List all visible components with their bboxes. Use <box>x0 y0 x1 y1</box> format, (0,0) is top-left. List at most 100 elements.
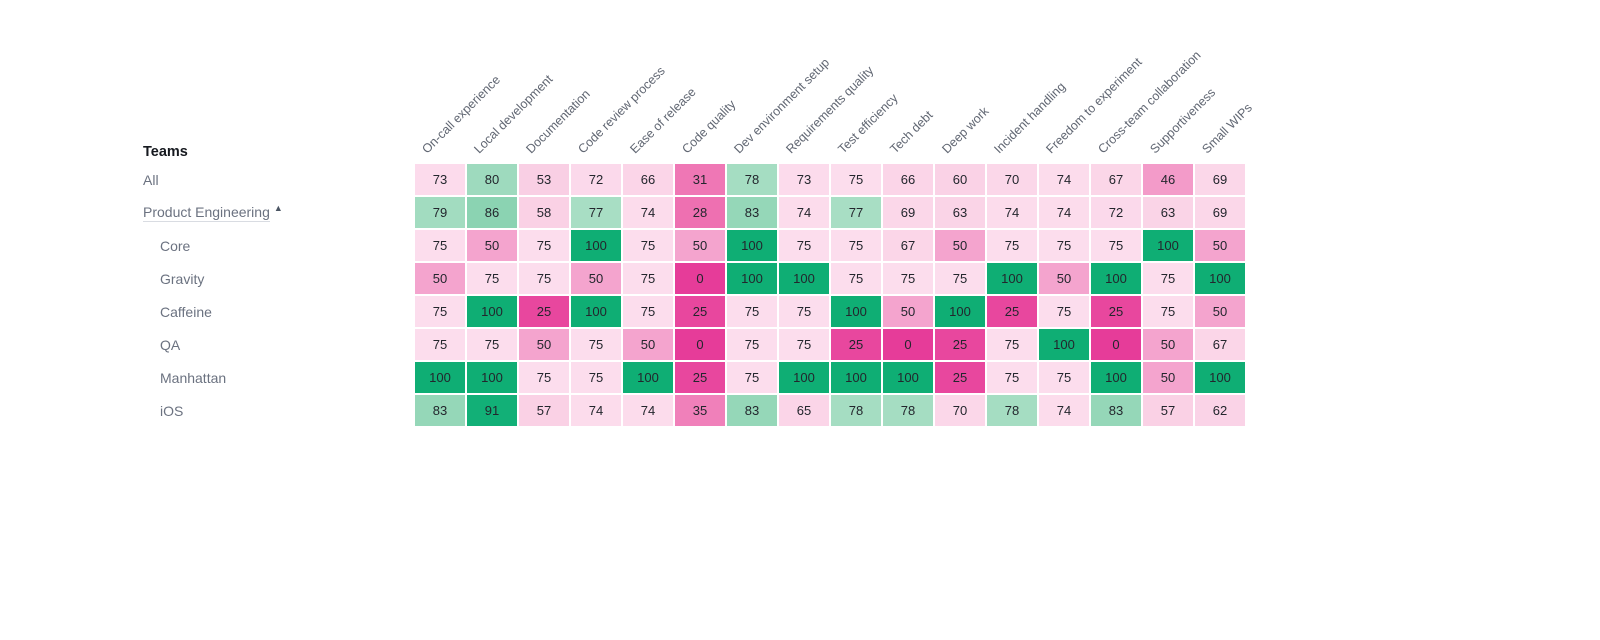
heatmap-cell-product-engineering-code-review-process[interactable]: 77 <box>571 197 621 228</box>
heatmap-cell-all-documentation[interactable]: 53 <box>519 164 569 195</box>
heatmap-cell-manhattan-cross-team-collaboration[interactable]: 100 <box>1091 362 1141 393</box>
heatmap-cell-core-dev-environment-setup[interactable]: 100 <box>727 230 777 261</box>
team-label-qa[interactable]: QA <box>143 329 180 360</box>
heatmap-cell-caffeine-on-call-experience[interactable]: 75 <box>415 296 465 327</box>
heatmap-cell-manhattan-supportiveness[interactable]: 50 <box>1143 362 1193 393</box>
team-label-caffeine[interactable]: Caffeine <box>143 296 212 327</box>
heatmap-cell-caffeine-incident-handling[interactable]: 25 <box>987 296 1037 327</box>
heatmap-cell-ios-code-quality[interactable]: 35 <box>675 395 725 426</box>
heatmap-cell-all-supportiveness[interactable]: 46 <box>1143 164 1193 195</box>
heatmap-cell-caffeine-deep-work[interactable]: 100 <box>935 296 985 327</box>
team-label-gravity[interactable]: Gravity <box>143 263 204 294</box>
heatmap-cell-caffeine-local-development[interactable]: 100 <box>467 296 517 327</box>
heatmap-cell-all-small-wips[interactable]: 69 <box>1195 164 1245 195</box>
heatmap-cell-caffeine-code-review-process[interactable]: 100 <box>571 296 621 327</box>
heatmap-cell-product-engineering-on-call-experience[interactable]: 79 <box>415 197 465 228</box>
heatmap-cell-caffeine-freedom-to-experiment[interactable]: 75 <box>1039 296 1089 327</box>
heatmap-cell-ios-on-call-experience[interactable]: 83 <box>415 395 465 426</box>
heatmap-cell-manhattan-freedom-to-experiment[interactable]: 75 <box>1039 362 1089 393</box>
heatmap-cell-qa-small-wips[interactable]: 67 <box>1195 329 1245 360</box>
heatmap-cell-core-local-development[interactable]: 50 <box>467 230 517 261</box>
heatmap-cell-all-ease-of-release[interactable]: 66 <box>623 164 673 195</box>
heatmap-cell-qa-deep-work[interactable]: 25 <box>935 329 985 360</box>
heatmap-cell-product-engineering-test-efficiency[interactable]: 77 <box>831 197 881 228</box>
heatmap-cell-caffeine-documentation[interactable]: 25 <box>519 296 569 327</box>
heatmap-cell-gravity-documentation[interactable]: 75 <box>519 263 569 294</box>
heatmap-cell-manhattan-ease-of-release[interactable]: 100 <box>623 362 673 393</box>
heatmap-cell-all-code-review-process[interactable]: 72 <box>571 164 621 195</box>
heatmap-cell-core-supportiveness[interactable]: 100 <box>1143 230 1193 261</box>
heatmap-cell-all-deep-work[interactable]: 60 <box>935 164 985 195</box>
heatmap-cell-product-engineering-documentation[interactable]: 58 <box>519 197 569 228</box>
heatmap-cell-ios-freedom-to-experiment[interactable]: 74 <box>1039 395 1089 426</box>
team-label-all[interactable]: All <box>143 164 159 195</box>
heatmap-cell-caffeine-code-quality[interactable]: 25 <box>675 296 725 327</box>
heatmap-cell-core-small-wips[interactable]: 50 <box>1195 230 1245 261</box>
heatmap-cell-ios-deep-work[interactable]: 70 <box>935 395 985 426</box>
heatmap-cell-gravity-incident-handling[interactable]: 100 <box>987 263 1037 294</box>
heatmap-cell-ios-code-review-process[interactable]: 74 <box>571 395 621 426</box>
heatmap-cell-core-requirements-quality[interactable]: 75 <box>779 230 829 261</box>
heatmap-cell-product-engineering-requirements-quality[interactable]: 74 <box>779 197 829 228</box>
heatmap-cell-ios-small-wips[interactable]: 62 <box>1195 395 1245 426</box>
heatmap-cell-ios-requirements-quality[interactable]: 65 <box>779 395 829 426</box>
heatmap-cell-qa-on-call-experience[interactable]: 75 <box>415 329 465 360</box>
heatmap-cell-caffeine-small-wips[interactable]: 50 <box>1195 296 1245 327</box>
heatmap-cell-ios-ease-of-release[interactable]: 74 <box>623 395 673 426</box>
heatmap-cell-gravity-deep-work[interactable]: 75 <box>935 263 985 294</box>
team-label-core[interactable]: Core <box>143 230 190 261</box>
heatmap-cell-qa-code-review-process[interactable]: 75 <box>571 329 621 360</box>
heatmap-cell-gravity-code-quality[interactable]: 0 <box>675 263 725 294</box>
heatmap-cell-core-on-call-experience[interactable]: 75 <box>415 230 465 261</box>
heatmap-cell-manhattan-code-review-process[interactable]: 75 <box>571 362 621 393</box>
heatmap-cell-gravity-small-wips[interactable]: 100 <box>1195 263 1245 294</box>
heatmap-cell-product-engineering-freedom-to-experiment[interactable]: 74 <box>1039 197 1089 228</box>
heatmap-cell-core-test-efficiency[interactable]: 75 <box>831 230 881 261</box>
heatmap-cell-manhattan-code-quality[interactable]: 25 <box>675 362 725 393</box>
heatmap-cell-qa-test-efficiency[interactable]: 25 <box>831 329 881 360</box>
heatmap-cell-core-cross-team-collaboration[interactable]: 75 <box>1091 230 1141 261</box>
heatmap-cell-qa-freedom-to-experiment[interactable]: 100 <box>1039 329 1089 360</box>
heatmap-cell-product-engineering-ease-of-release[interactable]: 74 <box>623 197 673 228</box>
heatmap-cell-caffeine-supportiveness[interactable]: 75 <box>1143 296 1193 327</box>
heatmap-cell-manhattan-deep-work[interactable]: 25 <box>935 362 985 393</box>
heatmap-cell-qa-tech-debt[interactable]: 0 <box>883 329 933 360</box>
heatmap-cell-product-engineering-deep-work[interactable]: 63 <box>935 197 985 228</box>
heatmap-cell-ios-dev-environment-setup[interactable]: 83 <box>727 395 777 426</box>
heatmap-cell-product-engineering-dev-environment-setup[interactable]: 83 <box>727 197 777 228</box>
heatmap-cell-gravity-local-development[interactable]: 75 <box>467 263 517 294</box>
heatmap-cell-product-engineering-supportiveness[interactable]: 63 <box>1143 197 1193 228</box>
collapse-arrow-icon[interactable]: ▲ <box>273 203 283 213</box>
heatmap-cell-gravity-on-call-experience[interactable]: 50 <box>415 263 465 294</box>
heatmap-cell-gravity-cross-team-collaboration[interactable]: 100 <box>1091 263 1141 294</box>
heatmap-cell-core-tech-debt[interactable]: 67 <box>883 230 933 261</box>
heatmap-cell-qa-local-development[interactable]: 75 <box>467 329 517 360</box>
heatmap-cell-qa-dev-environment-setup[interactable]: 75 <box>727 329 777 360</box>
heatmap-cell-qa-code-quality[interactable]: 0 <box>675 329 725 360</box>
heatmap-cell-gravity-freedom-to-experiment[interactable]: 50 <box>1039 263 1089 294</box>
heatmap-cell-ios-test-efficiency[interactable]: 78 <box>831 395 881 426</box>
heatmap-cell-caffeine-tech-debt[interactable]: 50 <box>883 296 933 327</box>
heatmap-cell-gravity-test-efficiency[interactable]: 75 <box>831 263 881 294</box>
heatmap-cell-core-documentation[interactable]: 75 <box>519 230 569 261</box>
heatmap-cell-caffeine-dev-environment-setup[interactable]: 75 <box>727 296 777 327</box>
heatmap-cell-all-requirements-quality[interactable]: 73 <box>779 164 829 195</box>
heatmap-cell-gravity-requirements-quality[interactable]: 100 <box>779 263 829 294</box>
heatmap-cell-manhattan-test-efficiency[interactable]: 100 <box>831 362 881 393</box>
heatmap-cell-core-code-quality[interactable]: 50 <box>675 230 725 261</box>
heatmap-cell-manhattan-tech-debt[interactable]: 100 <box>883 362 933 393</box>
heatmap-cell-gravity-supportiveness[interactable]: 75 <box>1143 263 1193 294</box>
heatmap-cell-product-engineering-code-quality[interactable]: 28 <box>675 197 725 228</box>
heatmap-cell-all-dev-environment-setup[interactable]: 78 <box>727 164 777 195</box>
heatmap-cell-all-incident-handling[interactable]: 70 <box>987 164 1037 195</box>
heatmap-cell-all-tech-debt[interactable]: 66 <box>883 164 933 195</box>
heatmap-cell-all-cross-team-collaboration[interactable]: 67 <box>1091 164 1141 195</box>
heatmap-cell-gravity-tech-debt[interactable]: 75 <box>883 263 933 294</box>
heatmap-cell-all-on-call-experience[interactable]: 73 <box>415 164 465 195</box>
heatmap-cell-core-freedom-to-experiment[interactable]: 75 <box>1039 230 1089 261</box>
heatmap-cell-ios-local-development[interactable]: 91 <box>467 395 517 426</box>
team-label-manhattan[interactable]: Manhattan <box>143 362 226 393</box>
heatmap-cell-manhattan-documentation[interactable]: 75 <box>519 362 569 393</box>
heatmap-cell-caffeine-requirements-quality[interactable]: 75 <box>779 296 829 327</box>
heatmap-cell-product-engineering-cross-team-collaboration[interactable]: 72 <box>1091 197 1141 228</box>
